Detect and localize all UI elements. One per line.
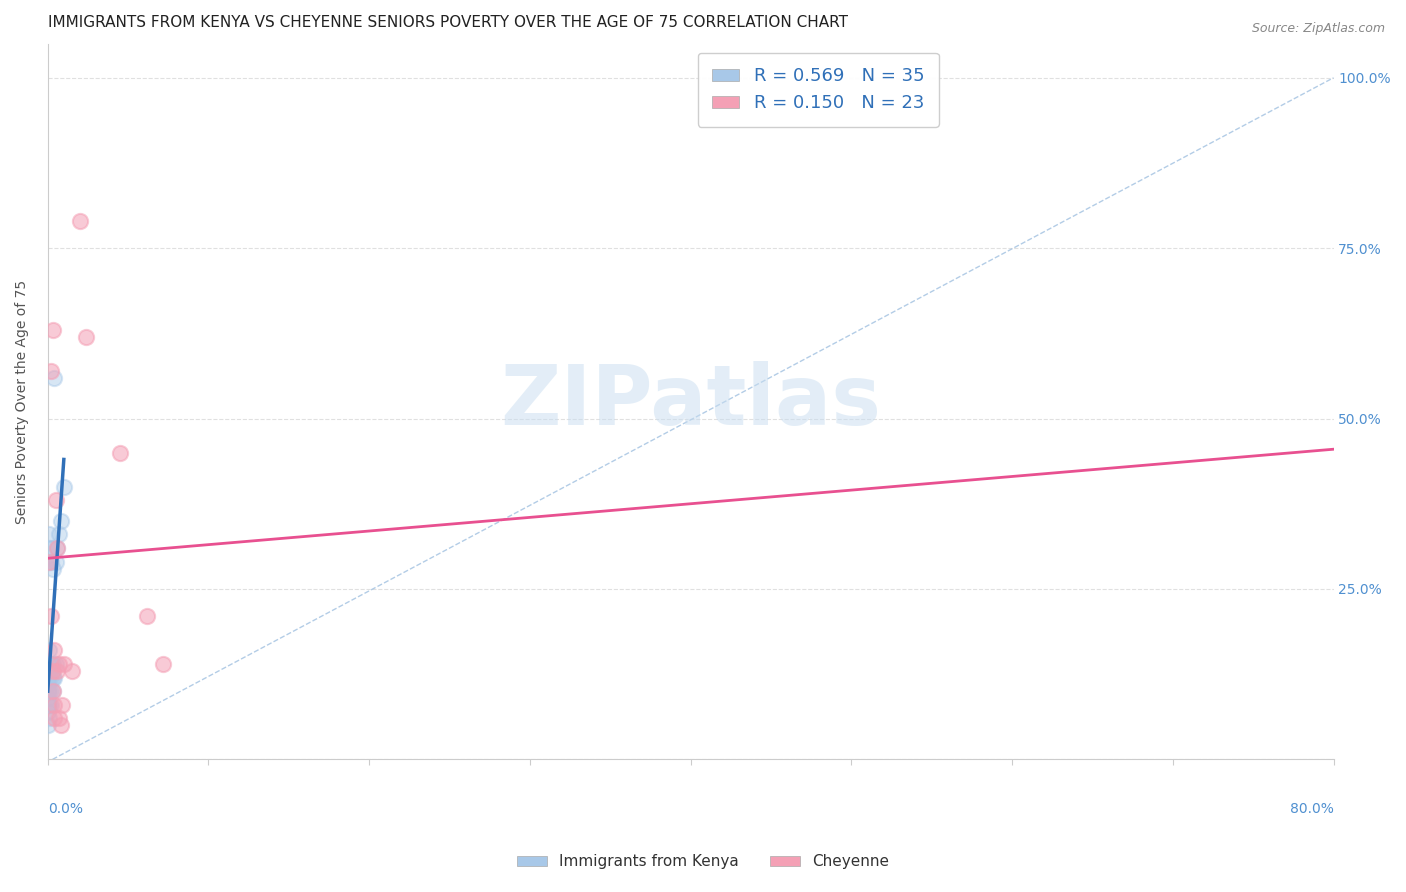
Point (37, 705, 59, 719)
Point (108, 445, 131, 459)
Point (39, 698, 62, 712)
Point (44, 643, 66, 657)
Point (37, 698, 59, 712)
Point (37, 664, 59, 678)
Y-axis label: Seniors Poverty Over the Age of 75: Seniors Poverty Over the Age of 75 (15, 279, 30, 524)
Text: ZIPatlas: ZIPatlas (501, 361, 882, 442)
Point (37, 684, 59, 698)
Point (38, 541, 60, 555)
Point (37, 691, 59, 706)
Point (51, 698, 73, 712)
Point (41, 684, 63, 698)
Point (45, 555, 67, 569)
Point (41, 323, 63, 337)
Text: Source: ZipAtlas.com: Source: ZipAtlas.com (1251, 22, 1385, 36)
Point (37, 677, 59, 691)
Point (69, 214, 91, 228)
Point (45, 493, 67, 508)
Point (38, 698, 60, 712)
Point (41, 664, 63, 678)
Point (52, 657, 75, 671)
Point (48, 527, 70, 541)
Point (38, 711, 60, 725)
Point (41, 684, 63, 698)
Point (44, 671, 66, 685)
Point (38, 671, 60, 685)
Text: IMMIGRANTS FROM KENYA VS CHEYENNE SENIORS POVERTY OVER THE AGE OF 75 CORRELATION: IMMIGRANTS FROM KENYA VS CHEYENNE SENIOR… (48, 15, 848, 30)
Point (39, 364, 62, 378)
Point (41, 561, 63, 575)
Point (152, 657, 174, 671)
Point (39, 555, 62, 569)
Point (60, 664, 83, 678)
Point (41, 657, 63, 671)
Point (38, 555, 60, 569)
Point (39, 684, 62, 698)
Point (39, 657, 62, 671)
Point (48, 711, 70, 725)
Point (39, 671, 62, 685)
Point (41, 671, 63, 685)
Point (75, 330, 97, 344)
Legend: Immigrants from Kenya, Cheyenne: Immigrants from Kenya, Cheyenne (510, 848, 896, 875)
Point (37, 718, 59, 732)
Point (46, 541, 69, 555)
Point (49, 514, 72, 528)
Point (48, 657, 70, 671)
Point (136, 609, 159, 624)
Point (38, 684, 60, 698)
Point (38, 643, 60, 657)
Point (44, 370, 66, 384)
Text: 0.0%: 0.0% (48, 802, 83, 816)
Point (46, 664, 69, 678)
Point (38, 555, 60, 569)
Point (44, 698, 66, 712)
Point (37, 671, 59, 685)
Point (49, 718, 72, 732)
Point (39, 541, 62, 555)
Point (38, 527, 60, 541)
Point (45, 657, 67, 671)
Point (38, 657, 60, 671)
Legend: R = 0.569   N = 35, R = 0.150   N = 23: R = 0.569 N = 35, R = 0.150 N = 23 (697, 53, 939, 127)
Text: 80.0%: 80.0% (1289, 802, 1333, 816)
Point (46, 541, 69, 555)
Point (39, 609, 62, 624)
Point (52, 480, 75, 494)
Point (44, 711, 66, 725)
